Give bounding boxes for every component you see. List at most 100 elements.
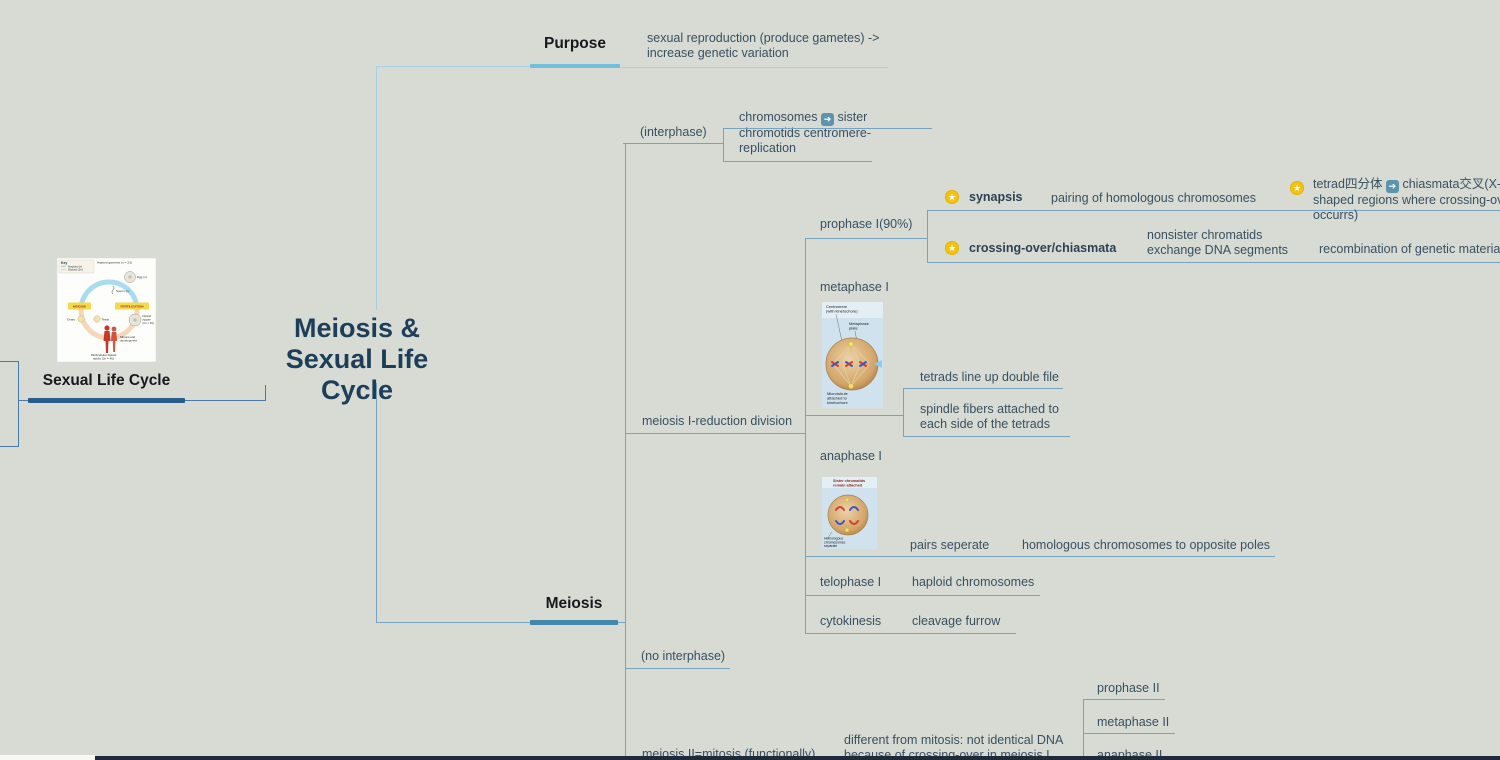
arrow-right-icon: ➔ <box>820 113 834 126</box>
arrow-right-icon: ➔ <box>1385 180 1399 193</box>
figure-zygote-label: Diploid <box>143 314 152 318</box>
connector-line <box>376 383 377 623</box>
connector-line <box>805 238 927 239</box>
figure-sperm-label: Sperm (n) <box>116 289 129 293</box>
bottom-edge-dark <box>95 756 1500 760</box>
connector-line <box>805 238 806 634</box>
sexual-life-cycle-figure[interactable]: Key Haploid (n) Diploid (2n) Haploid gam… <box>56 257 157 363</box>
connector-line <box>927 210 928 263</box>
connector-line <box>805 633 1016 634</box>
connector-line <box>723 128 724 162</box>
topic-metaphase-ii[interactable]: metaphase II <box>1097 715 1170 729</box>
central-topic-line2: Sexual Life Cycle <box>285 344 429 405</box>
connector-line <box>723 128 932 129</box>
topic-prophase-ii[interactable]: prophase II <box>1097 681 1160 695</box>
topic-synapsis[interactable]: synapsis <box>969 190 1023 204</box>
connector-line <box>185 400 265 401</box>
connector-line <box>805 415 903 416</box>
figure-key-label: Key <box>61 261 67 265</box>
topic-anaphase-i[interactable]: anaphase I <box>820 449 882 463</box>
topic-no-interphase[interactable]: (no interphase) <box>641 649 726 663</box>
figure-adults-label: Multicellular diploid <box>91 353 117 357</box>
metaphase-i-figure[interactable]: Centromere (with kinetochore) Metaphase … <box>822 302 883 408</box>
svg-text:separate: separate <box>824 544 837 548</box>
topic-tetrad-chiasmata[interactable]: tetrad四分体 ➔ chiasmata交叉(X-shaped regions… <box>1313 177 1500 222</box>
topic-interphase[interactable]: (interphase) <box>640 125 707 139</box>
figure-gametes-label: Haploid gametes (n = 23) <box>97 261 132 265</box>
connector-line <box>927 262 1500 263</box>
connector-line <box>618 622 625 623</box>
topic-purpose-detail[interactable]: sexual reproduction (produce gametes) ->… <box>647 31 880 60</box>
spindle-fibers <box>833 343 870 387</box>
svg-text:kinetochore: kinetochore <box>827 400 848 405</box>
purpose-underline <box>530 64 620 68</box>
connector-line <box>805 556 1275 557</box>
connector-line <box>0 446 18 447</box>
connector-line <box>376 622 530 623</box>
chromosomes <box>835 506 859 525</box>
svg-text:attached to: attached to <box>827 396 848 401</box>
central-topic[interactable]: Meiosis & Sexual Life Cycle <box>251 313 463 406</box>
sister-chromotids-text: sister chromotids centromere-replication <box>739 110 871 155</box>
connector-line <box>723 161 872 162</box>
figure-ovary-label: Ovary <box>67 317 76 321</box>
connector-line <box>620 67 888 68</box>
star-icon[interactable]: ★ <box>1290 181 1304 195</box>
topic-pairs-seperate[interactable]: pairs seperate <box>910 538 990 552</box>
connector-line <box>927 210 1500 211</box>
haploid-arc <box>78 279 140 311</box>
connector-line <box>376 66 377 310</box>
star-icon[interactable]: ★ <box>945 190 959 204</box>
svg-text:development: development <box>120 339 137 343</box>
connector-line <box>625 143 626 760</box>
figure-microtubule-label: Microtubule <box>827 391 848 396</box>
topic-sexual-life-cycle[interactable]: Sexual Life Cycle <box>42 372 171 389</box>
figure-meiosis-label: MEIOSIS <box>73 305 86 309</box>
topic-recombination[interactable]: recombination of genetic material <box>1319 242 1500 256</box>
topic-cytokinesis[interactable]: cytokinesis <box>820 614 882 628</box>
connector-line <box>805 595 1040 596</box>
topic-meiosis[interactable]: Meiosis <box>545 595 603 612</box>
star-icon[interactable]: ★ <box>945 241 959 255</box>
connector-line <box>625 668 730 669</box>
topic-haploid-chromosomes[interactable]: haploid chromosomes <box>912 575 1035 589</box>
topic-metaphase-i[interactable]: metaphase I <box>820 280 889 294</box>
connector-line <box>376 66 530 67</box>
connector-line <box>0 361 18 362</box>
figure-fertilization-label: FERTILIZATION <box>121 305 145 309</box>
connector-line <box>1083 733 1175 734</box>
connector-line <box>903 436 1070 437</box>
figure-centromere-label: Centromere <box>826 304 848 309</box>
topic-crossing-over-detail[interactable]: nonsister chromatids exchange DNA segmen… <box>1147 228 1289 257</box>
connector-line <box>623 143 723 144</box>
figure-plate-label: Metaphase <box>849 321 870 326</box>
figure-egg-label: Egg (n) <box>137 275 147 279</box>
topic-telophase-i[interactable]: telophase I <box>820 575 882 589</box>
topic-purpose[interactable]: Purpose <box>543 35 606 52</box>
connector-line <box>18 361 19 447</box>
topic-chromosomes[interactable]: chromosomes ➔ sister chromotids centrome… <box>739 110 891 155</box>
chromosomes-text: chromosomes <box>739 110 818 124</box>
connector-line <box>1083 699 1165 700</box>
bottom-edge-light <box>0 755 95 760</box>
figure-testis-label: Testis <box>102 317 110 321</box>
topic-meiosis-i[interactable]: meiosis I-reduction division <box>642 414 793 428</box>
topic-homologous-to-poles[interactable]: homologous chromosomes to opposite poles <box>1022 538 1271 552</box>
figure-diploid-label: Diploid (2n) <box>68 268 83 272</box>
chiasmata-text: chiasmata交叉(X-shaped regions where cross… <box>1313 177 1500 222</box>
topic-prophase-i[interactable]: prophase I(90%) <box>820 217 913 231</box>
figure-haploid-label: Haploid (n) <box>68 264 82 268</box>
connector-line <box>903 388 1063 389</box>
svg-text:zygote: zygote <box>143 317 152 321</box>
connector-line <box>903 388 904 437</box>
connector-line <box>265 385 266 401</box>
topic-cleavage-furrow[interactable]: cleavage furrow <box>912 614 1001 628</box>
topic-synapsis-detail[interactable]: pairing of homologous chromosomes <box>1051 191 1256 205</box>
anaphase-i-figure[interactable]: Sister chromatids remain attached Homolo… <box>822 477 877 549</box>
chromosomes <box>831 361 867 367</box>
topic-tetrads-line-up[interactable]: tetrads line up double file <box>920 370 1059 384</box>
topic-spindle-fibers[interactable]: spindle fibers attached to each side of … <box>920 402 1059 431</box>
topic-crossing-over[interactable]: crossing-over/chiasmata <box>969 241 1117 255</box>
connector-line <box>625 433 805 434</box>
